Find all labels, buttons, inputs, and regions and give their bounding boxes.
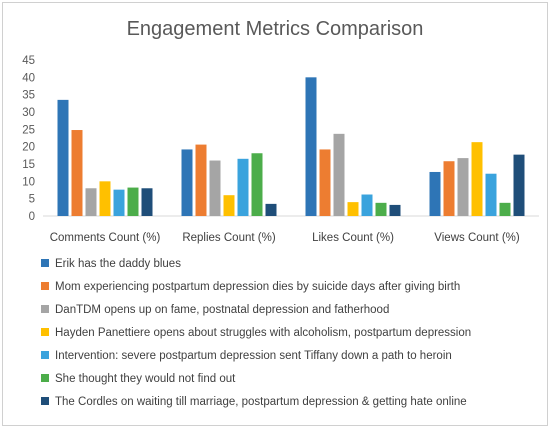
- y-tick-label: 20: [22, 142, 35, 154]
- legend-swatch: [41, 305, 49, 313]
- x-category-label: Comments Count (%): [50, 232, 161, 244]
- y-tick-label: 45: [22, 55, 35, 67]
- bar-4-2: [223, 195, 235, 216]
- bar-6-2: [251, 153, 263, 216]
- bar-2-2: [195, 144, 207, 216]
- y-tick-label: 25: [22, 124, 35, 136]
- y-tick-label: 35: [22, 90, 35, 102]
- legend-label: DanTDM opens up on fame, postnatal depre…: [55, 304, 389, 316]
- bar-6-1: [127, 187, 139, 216]
- bar-5-2: [237, 158, 249, 216]
- bar-1-3: [305, 77, 317, 216]
- bar-6-3: [375, 202, 387, 216]
- bar-7-1: [141, 188, 153, 216]
- bar-5-4: [485, 173, 497, 216]
- bar-1-2: [181, 149, 193, 216]
- x-axis-categories: Comments Count (%) Replies Count (%) Likes…: [50, 232, 520, 244]
- bar-5-3: [361, 194, 373, 216]
- bar-7-2: [265, 203, 277, 216]
- legend-swatch: [41, 259, 49, 267]
- bar-2-3: [319, 149, 331, 216]
- legend-swatch: [41, 351, 49, 359]
- y-axis: 0 5 10 15 20 25 30 35 40 45: [22, 55, 539, 223]
- y-tick-label: 40: [22, 72, 35, 84]
- bar-3-2: [209, 160, 221, 216]
- x-category-label: Views Count (%): [434, 232, 520, 244]
- bar-1-4: [429, 171, 441, 216]
- bar-7-4: [513, 154, 525, 216]
- y-tick-label: 30: [22, 107, 35, 119]
- legend-label: Hayden Panettiere opens about struggles …: [55, 327, 471, 339]
- legend-label: The Cordles on waiting till marriage, po…: [55, 396, 467, 408]
- bar-1-1: [57, 99, 69, 216]
- y-tick-label: 15: [22, 159, 35, 171]
- y-tick-label: 10: [22, 176, 35, 188]
- legend-swatch: [41, 397, 49, 405]
- bar-5-1: [113, 189, 125, 216]
- y-tick-label: 5: [29, 194, 35, 206]
- legend-swatch: [41, 374, 49, 382]
- legend-label: She thought they would not find out: [55, 373, 236, 385]
- x-category-label: Likes Count (%): [312, 232, 394, 244]
- bar-3-1: [85, 188, 97, 216]
- bar-2-1: [71, 130, 83, 216]
- legend-label: Mom experiencing postpartum depression d…: [55, 281, 460, 293]
- bar-4-3: [347, 202, 359, 216]
- legend-swatch: [41, 328, 49, 336]
- chart-title: Engagement Metrics Comparison: [127, 18, 424, 40]
- legend: Erik has the daddy blues Mom experiencing…: [41, 258, 471, 408]
- bars: [57, 77, 525, 216]
- legend-swatch: [41, 282, 49, 290]
- bar-3-4: [457, 158, 469, 216]
- chart-svg: Engagement Metrics Comparison 0 5 10 15 20 25…: [22, 18, 539, 408]
- bar-2-4: [443, 161, 455, 216]
- legend-label: Intervention: severe postpartum depressi…: [55, 350, 452, 362]
- bar-4-4: [471, 142, 483, 216]
- bar-3-3: [333, 133, 345, 216]
- bar-4-1: [99, 181, 111, 216]
- legend-label: Erik has the daddy blues: [55, 258, 181, 270]
- bar-7-3: [389, 204, 401, 216]
- bar-6-4: [499, 202, 511, 216]
- x-category-label: Replies Count (%): [182, 232, 275, 244]
- y-tick-label: 0: [29, 211, 35, 223]
